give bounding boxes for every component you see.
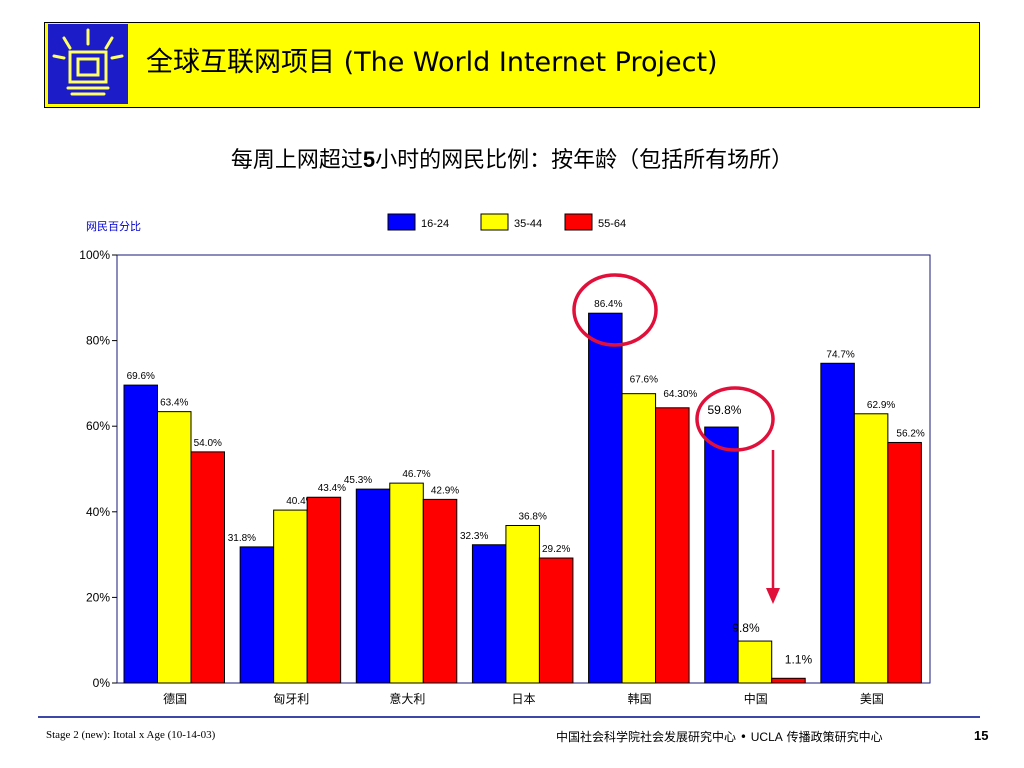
x-tick-label: 日本 [511,692,535,706]
legend-label: 55-64 [598,218,626,230]
tv-logo-icon [52,28,124,96]
subtitle-bold: 5 [362,147,376,172]
y-tick-label: 60% [86,419,110,433]
data-label: 9.8% [732,621,760,635]
bar-55-64-中国 [771,677,806,684]
data-label: 54.0% [194,438,222,449]
bar-16-24-韩国 [588,312,623,684]
y-tick-label: 80% [86,334,110,348]
project-logo [48,24,128,104]
highlight-circle-china [695,386,775,452]
y-tick-label: 0% [93,676,111,690]
bar-35-44-意大利 [389,482,424,684]
x-tick-label: 美国 [860,692,884,706]
data-label: 42.9% [431,485,459,496]
data-label: 62.9% [867,400,895,411]
footer-ucla: UCLA [750,730,783,744]
bar-55-64-韩国 [655,407,690,684]
data-label: 43.4% [318,483,346,494]
bar-16-24-日本 [471,544,507,684]
page-number: 15 [974,728,989,743]
data-label: 86.4% [594,299,622,310]
data-label: 64.30% [663,389,697,400]
bar-55-64-美国 [887,441,922,684]
bar-16-24-匈牙利 [239,546,275,684]
x-tick-label: 意大利 [389,691,425,706]
y-tick-label: 40% [86,505,110,519]
data-label: 36.8% [518,511,546,522]
x-tick-label: 中国 [744,691,768,706]
bar-55-64-匈牙利 [306,496,342,684]
y-tick-label: 100% [79,248,110,262]
legend-label: 16-24 [421,218,449,230]
x-tick-label: 匈牙利 [273,692,309,706]
data-label: 69.6% [127,371,155,382]
bar-35-44-美国 [853,413,889,684]
bar-16-24-意大利 [355,488,391,684]
bar-55-64-意大利 [422,498,458,684]
header-title: 全球互联网项目 (The World Internet Project) [146,47,718,78]
footer-dot: • [739,730,747,744]
bar-35-44-德国 [157,411,192,684]
arrow-head [766,588,780,604]
bar-35-44-匈牙利 [273,509,308,684]
y-tick-label: 20% [86,590,110,604]
data-label: 32.3% [460,531,488,542]
y-axis-title: 网民百分比 [86,220,141,233]
header-bar [44,22,980,108]
data-label: 29.2% [542,544,570,555]
bar-35-44-日本 [505,524,540,684]
data-label: 56.2% [896,428,924,439]
footer-org-cn2: 传播政策研究中心 [786,730,883,744]
slide-subtitle: 每周上网超过5小时的网民比例：按年龄（包括所有场所） [0,142,1024,174]
footer-organizations: 中国社会科学院社会发展研究中心 • UCLA 传播政策研究中心 [556,728,883,745]
data-label: 63.4% [160,398,188,409]
data-label: 46.7% [402,469,430,480]
subtitle-part2: 小时的网民比例：按年龄（包括所有场所） [375,148,794,173]
bar-55-64-德国 [190,451,225,684]
bar-16-24-德国 [123,384,158,684]
legend-swatch-35-44 [480,213,509,231]
data-label: 40.4% [286,496,314,507]
highlight-circle-korea [572,273,658,347]
bar-55-64-日本 [538,557,574,684]
data-label: 59.8% [707,403,741,417]
footer-divider [38,716,980,718]
x-tick-label: 韩国 [628,691,652,706]
x-tick-label: 德国 [163,691,187,706]
data-label: 1.1% [785,652,813,666]
legend-swatch-16-24 [387,213,416,231]
footer-org-cn: 中国社会科学院社会发展研究中心 [556,730,737,744]
data-label: 45.3% [344,475,372,486]
subtitle-part1: 每周上网超过 [230,148,363,173]
bar-16-24-美国 [820,362,855,684]
data-label: 31.8% [228,533,256,544]
footer-stage-note: Stage 2 (new): Itotal x Age (10-14-03) [46,729,216,741]
data-label: 74.7% [826,349,854,360]
bar-16-24-中国 [704,426,739,684]
legend-swatch-55-64 [564,213,593,231]
bar-35-44-中国 [737,640,773,684]
bar-35-44-韩国 [621,393,657,684]
legend-label: 35-44 [514,218,542,230]
data-label: 67.6% [630,375,658,386]
